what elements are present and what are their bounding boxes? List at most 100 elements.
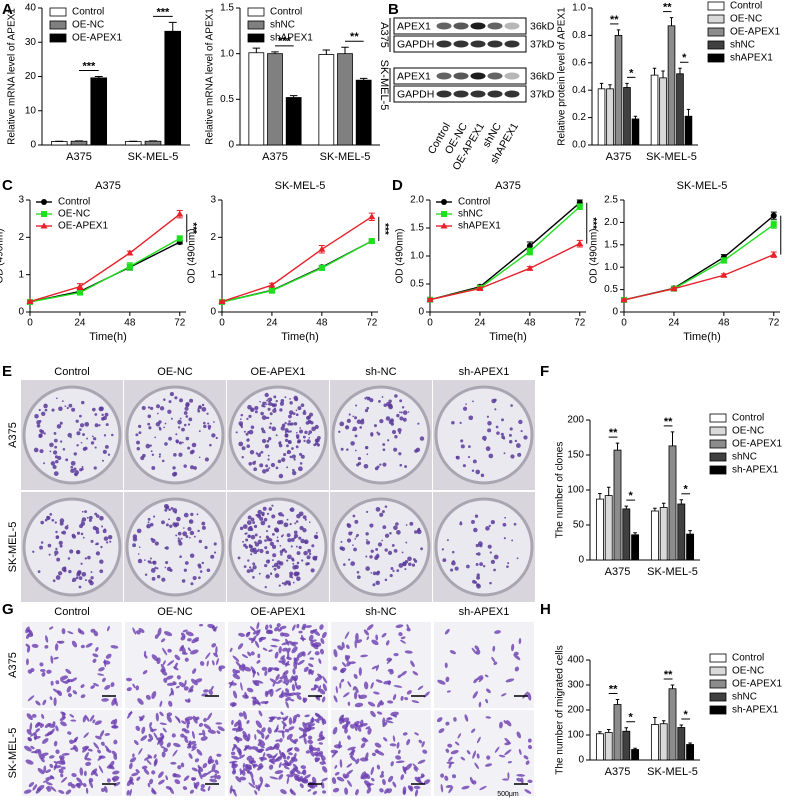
colony: [256, 549, 259, 553]
colony: [281, 582, 284, 585]
cell: [285, 692, 292, 698]
legend-label: shNC: [458, 209, 483, 220]
colony: [56, 557, 61, 562]
cell: [202, 729, 206, 737]
cell: [291, 683, 296, 692]
cell: [230, 751, 236, 756]
error-bar: [271, 51, 279, 54]
cell: [26, 646, 31, 653]
colony: [271, 559, 274, 562]
cell: [242, 734, 250, 742]
colony: [414, 530, 418, 534]
cell: [400, 639, 406, 644]
error-bar: [688, 530, 692, 535]
cell: [246, 687, 254, 693]
cell: [404, 650, 413, 654]
cell: [514, 666, 520, 672]
y-axis-label: The number of migrated cells: [555, 645, 566, 775]
cell: [310, 687, 316, 691]
cell: [102, 677, 106, 682]
colony: [252, 576, 255, 579]
cell: [70, 677, 78, 683]
column-label: sh-APEX1: [459, 606, 510, 618]
colony: [175, 439, 179, 443]
cell: [374, 742, 382, 748]
cell: [159, 740, 164, 747]
colony: [52, 579, 56, 583]
cell: [95, 735, 102, 740]
cell: [286, 747, 293, 753]
cell: [265, 629, 273, 635]
cell: [423, 691, 430, 698]
colony: [283, 522, 289, 528]
cell: [89, 714, 95, 722]
colony: [300, 454, 305, 459]
cell: [67, 693, 72, 698]
colony: [467, 456, 471, 459]
column-label: OE-NC: [157, 366, 193, 378]
cell: [298, 727, 305, 732]
error-bar: [615, 442, 620, 451]
cell: [191, 637, 200, 644]
colony: [308, 521, 311, 524]
cell: [136, 776, 141, 781]
x-tick-label: SK-MEL-5: [320, 151, 371, 163]
colony: [286, 559, 289, 562]
colony: [267, 403, 270, 406]
cell: [494, 630, 501, 634]
x-tick-label: 0: [427, 318, 433, 329]
colony: [484, 439, 486, 442]
colony: [293, 572, 298, 576]
colony: [54, 445, 58, 449]
cell: [99, 730, 105, 738]
cell: [502, 778, 509, 781]
colony: [70, 468, 75, 474]
colony: [300, 538, 305, 544]
colony: [381, 396, 384, 398]
point: [576, 240, 584, 247]
cell: [376, 750, 385, 756]
panel-label: E: [2, 363, 12, 380]
point: [770, 221, 777, 228]
cell: [156, 737, 164, 741]
colony: [156, 404, 160, 409]
colony: [495, 425, 499, 429]
protein-label: GAPDH: [397, 38, 434, 50]
cell: [79, 767, 84, 776]
cell: [35, 728, 41, 733]
scale-bar-label: 500μm: [497, 791, 519, 798]
bar: [686, 533, 695, 561]
cell: [238, 754, 246, 759]
colony: [153, 515, 156, 518]
colony: [265, 574, 270, 579]
error-bar: [670, 431, 675, 446]
colony: [307, 419, 312, 424]
cell: [444, 628, 450, 635]
band: [453, 40, 469, 48]
cell: [371, 665, 378, 670]
cell: [257, 748, 264, 753]
legend-label: shNC: [730, 40, 755, 51]
cell: [352, 686, 356, 691]
cell: [142, 670, 148, 675]
legend-swatch: [709, 465, 727, 475]
sig-label: ***: [587, 217, 598, 229]
cell: [417, 759, 426, 764]
colony: [348, 558, 351, 561]
colony: [73, 467, 77, 471]
cell: [289, 789, 296, 796]
colony: [260, 520, 266, 526]
error-bar: [168, 21, 177, 32]
x-tick-label: 48: [124, 318, 136, 329]
colony: [346, 538, 352, 543]
colony: [462, 406, 468, 411]
colony: [184, 561, 189, 565]
cell: [461, 785, 470, 790]
colony: [273, 407, 277, 410]
colony: [197, 409, 201, 413]
cell: [383, 737, 388, 742]
cell: [132, 753, 135, 758]
cell: [370, 766, 375, 776]
cell: [303, 666, 309, 673]
cell: [518, 637, 522, 645]
